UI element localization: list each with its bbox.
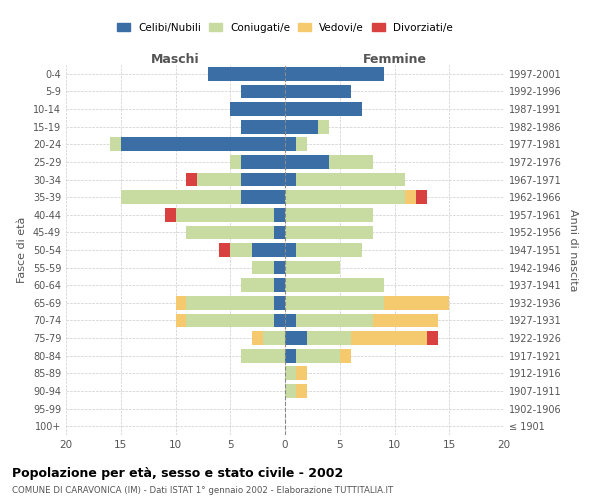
Bar — [285, 138, 296, 151]
Y-axis label: Anni di nascita: Anni di nascita — [568, 209, 578, 291]
Bar — [285, 208, 373, 222]
Bar — [274, 226, 285, 239]
Bar — [176, 296, 187, 310]
Bar — [285, 278, 383, 292]
Bar — [296, 349, 340, 362]
Bar — [296, 172, 406, 186]
Bar — [241, 84, 285, 98]
Bar — [329, 155, 373, 169]
Bar — [241, 278, 274, 292]
Bar — [340, 349, 350, 362]
Bar — [274, 208, 285, 222]
Bar — [176, 314, 187, 328]
Bar — [187, 172, 197, 186]
Bar — [296, 314, 373, 328]
Bar — [285, 314, 296, 328]
Bar — [285, 226, 373, 239]
Bar — [296, 138, 307, 151]
Bar — [285, 172, 296, 186]
Bar — [274, 260, 285, 274]
Bar — [285, 331, 307, 345]
Bar — [307, 331, 350, 345]
Bar — [285, 102, 362, 116]
Bar — [285, 260, 340, 274]
Text: Femmine: Femmine — [362, 53, 427, 66]
Bar — [187, 226, 274, 239]
Bar — [373, 314, 438, 328]
Text: Maschi: Maschi — [151, 53, 200, 66]
Bar — [241, 190, 285, 204]
Bar — [285, 155, 329, 169]
Bar — [274, 278, 285, 292]
Bar — [252, 243, 285, 257]
Bar — [296, 243, 362, 257]
Bar — [230, 243, 252, 257]
Bar — [427, 331, 438, 345]
Text: COMUNE DI CARAVONICA (IM) - Dati ISTAT 1° gennaio 2002 - Elaborazione TUTTITALIA: COMUNE DI CARAVONICA (IM) - Dati ISTAT 1… — [12, 486, 393, 495]
Bar — [285, 190, 406, 204]
Bar — [285, 349, 296, 362]
Bar — [285, 366, 296, 380]
Bar — [296, 384, 307, 398]
Bar — [285, 296, 383, 310]
Bar — [121, 138, 285, 151]
Bar — [241, 172, 285, 186]
Bar — [230, 102, 285, 116]
Bar — [285, 84, 350, 98]
Bar — [208, 67, 285, 80]
Bar — [252, 260, 274, 274]
Bar — [176, 208, 274, 222]
Bar — [230, 155, 241, 169]
Bar — [285, 384, 296, 398]
Bar — [285, 243, 296, 257]
Bar — [350, 331, 427, 345]
Bar — [197, 172, 241, 186]
Bar — [110, 138, 121, 151]
Bar — [164, 208, 176, 222]
Bar — [263, 331, 285, 345]
Bar — [406, 190, 416, 204]
Bar — [318, 120, 329, 134]
Legend: Celibi/Nubili, Coniugati/e, Vedovi/e, Divorziati/e: Celibi/Nubili, Coniugati/e, Vedovi/e, Di… — [113, 18, 457, 36]
Bar — [220, 243, 230, 257]
Bar — [241, 155, 285, 169]
Y-axis label: Fasce di età: Fasce di età — [17, 217, 27, 283]
Bar — [121, 190, 241, 204]
Bar — [383, 296, 449, 310]
Bar — [285, 120, 318, 134]
Bar — [252, 331, 263, 345]
Bar — [187, 296, 274, 310]
Bar — [296, 366, 307, 380]
Bar — [274, 296, 285, 310]
Bar — [285, 67, 383, 80]
Text: Popolazione per età, sesso e stato civile - 2002: Popolazione per età, sesso e stato civil… — [12, 468, 343, 480]
Bar — [274, 314, 285, 328]
Bar — [241, 349, 285, 362]
Bar — [416, 190, 427, 204]
Bar — [241, 120, 285, 134]
Bar — [187, 314, 274, 328]
